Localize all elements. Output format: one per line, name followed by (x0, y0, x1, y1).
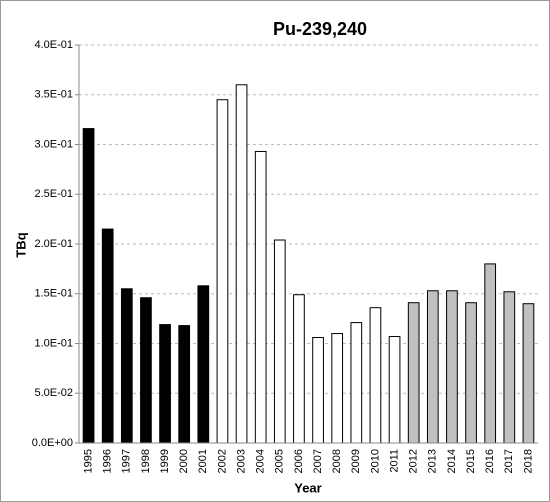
x-tick-label: 2015 (465, 449, 477, 473)
x-tick-label: 1998 (140, 449, 152, 473)
bar (446, 290, 458, 444)
bar (178, 325, 191, 444)
y-tick-label: 1.0E-01 (34, 337, 73, 349)
bar (484, 263, 497, 444)
bar (235, 84, 248, 444)
y-tick-label: 5.0E-02 (34, 387, 73, 399)
x-axis-label: Year (294, 480, 321, 495)
bar (159, 324, 171, 444)
y-tick-label: 4.0E-01 (34, 39, 73, 51)
y-tick-label: 1.5E-01 (34, 288, 73, 300)
bar (331, 333, 344, 444)
y-tick-label: 2.5E-01 (34, 188, 73, 200)
bar (388, 336, 401, 444)
x-tick-label: 2011 (388, 449, 400, 473)
x-tick-label: 2000 (178, 449, 190, 473)
bar (350, 322, 363, 444)
x-tick-label: 2004 (255, 449, 267, 473)
bar (120, 288, 133, 444)
x-tick-label: 2008 (331, 449, 343, 473)
bar (312, 337, 324, 444)
x-tick-label: 2014 (446, 449, 458, 473)
bar (407, 302, 420, 444)
x-tick-label: 1999 (159, 449, 171, 473)
y-tick-label: 3.0E-01 (34, 138, 73, 150)
x-tick-label: 2010 (369, 449, 381, 473)
x-tick-label: 2013 (427, 449, 439, 473)
x-tick-label: 2005 (274, 449, 286, 473)
bar (465, 302, 477, 444)
chart-title: Pu-239,240 (273, 19, 367, 39)
x-tick-label: 1997 (121, 449, 133, 473)
bar (82, 128, 95, 444)
bar (101, 228, 114, 444)
x-tick-label: 2007 (312, 449, 324, 473)
x-tick-label: 2012 (408, 449, 420, 473)
x-tick-label: 2009 (350, 449, 362, 473)
x-tick-label: 2018 (522, 449, 534, 473)
y-tick-label: 3.5E-01 (34, 89, 73, 101)
bar (426, 290, 439, 444)
bar (369, 307, 382, 444)
x-tick-label: 2003 (235, 449, 247, 473)
x-tick-label: 2001 (197, 449, 209, 473)
y-tick-label: 2.0E-01 (34, 238, 73, 250)
bar (254, 150, 267, 444)
bar (197, 285, 210, 444)
bar (273, 239, 286, 444)
bar (293, 294, 305, 444)
x-tick-label: 2016 (484, 449, 496, 473)
y-axis-label: TBq (13, 232, 28, 257)
x-tick-label: 1995 (82, 449, 94, 473)
x-tick-label: 2006 (293, 449, 305, 473)
x-tick-label: 2017 (503, 449, 515, 473)
bar (503, 291, 516, 444)
x-tick-label: 1996 (102, 449, 114, 473)
bar (140, 297, 152, 444)
bar (522, 303, 535, 444)
x-tick-label: 2002 (216, 449, 228, 473)
y-tick-label: 0.0E+00 (32, 437, 73, 449)
bar (216, 99, 229, 444)
